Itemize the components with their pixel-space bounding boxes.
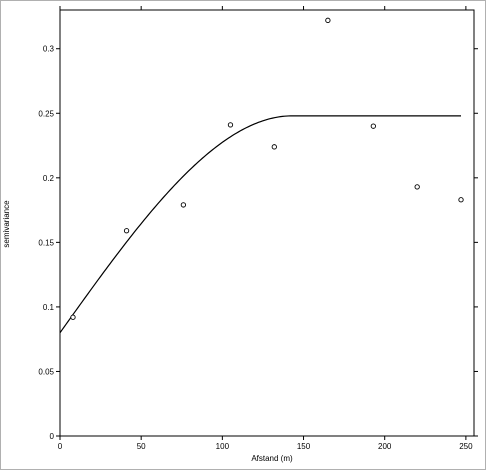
data-point: [227, 122, 234, 128]
data-point: [70, 314, 76, 320]
data-point: [458, 197, 464, 203]
x-tick-label: 250: [459, 442, 473, 451]
data-point: [414, 184, 420, 190]
plot-axes: [59, 9, 475, 437]
plot-box: [59, 9, 475, 437]
data-point: [123, 228, 130, 234]
y-tick-label: 0.1: [43, 303, 55, 312]
data-point: [180, 202, 187, 208]
x-axis-label: Afstand (m): [251, 454, 293, 463]
x-tick-label: 0: [58, 442, 63, 451]
y-tick-label: 0.25: [38, 109, 54, 118]
x-tick-label: 150: [297, 442, 311, 451]
y-axis-ticks: 0 0.05 0.1 0.15 0.2 0.25 0.3: [38, 45, 478, 441]
x-tick-label: 200: [378, 442, 392, 451]
fitted-model-line: [59, 115, 462, 334]
data-point: [271, 144, 277, 150]
y-tick-label: 0.15: [38, 238, 54, 247]
x-axis-ticks: 0 50 100 150 200 250: [58, 6, 473, 451]
fitted-model-layer: [59, 115, 462, 334]
data-points-layer: [70, 17, 464, 320]
y-tick-label: 0: [50, 432, 55, 441]
data-point: [370, 123, 376, 129]
y-tick-label: 0.05: [38, 367, 54, 376]
x-tick-label: 100: [216, 442, 230, 451]
x-tick-label: 50: [137, 442, 146, 451]
y-tick-label: 0.2: [43, 174, 55, 183]
y-axis-label: semivariance: [2, 200, 11, 248]
data-point: [325, 17, 331, 23]
y-tick-label: 0.3: [43, 45, 55, 54]
